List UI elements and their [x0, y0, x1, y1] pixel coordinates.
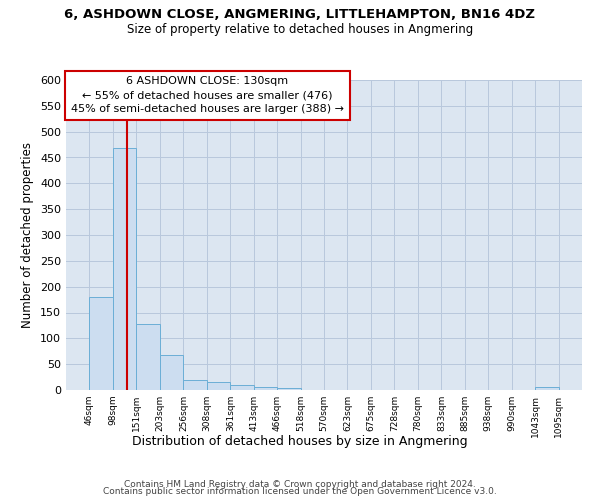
Y-axis label: Number of detached properties: Number of detached properties [22, 142, 34, 328]
Bar [184, 380, 206, 390]
Bar [230, 386, 254, 390]
Text: 6, ASHDOWN CLOSE, ANGMERING, LITTLEHAMPTON, BN16 4DZ: 6, ASHDOWN CLOSE, ANGMERING, LITTLEHAMPT… [65, 8, 536, 20]
Bar [206, 382, 230, 390]
Bar [89, 297, 113, 390]
Text: Contains public sector information licensed under the Open Government Licence v3: Contains public sector information licen… [103, 488, 497, 496]
Text: Distribution of detached houses by size in Angmering: Distribution of detached houses by size … [132, 435, 468, 448]
Bar [160, 355, 184, 390]
Text: Size of property relative to detached houses in Angmering: Size of property relative to detached ho… [127, 22, 473, 36]
Bar [136, 324, 160, 390]
Text: 6 ASHDOWN CLOSE: 130sqm
← 55% of detached houses are smaller (476)
45% of semi-d: 6 ASHDOWN CLOSE: 130sqm ← 55% of detache… [71, 76, 344, 114]
Text: Contains HM Land Registry data © Crown copyright and database right 2024.: Contains HM Land Registry data © Crown c… [124, 480, 476, 489]
Bar [254, 388, 277, 390]
Bar [277, 388, 301, 390]
Bar [113, 148, 136, 390]
Bar [535, 388, 559, 390]
